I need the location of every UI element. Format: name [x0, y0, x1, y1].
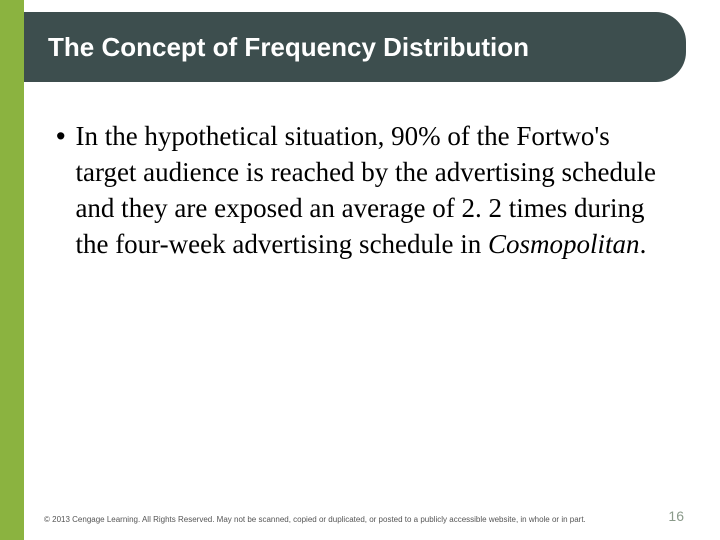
copyright-text: © 2013 Cengage Learning. All Rights Rese…: [44, 515, 586, 524]
title-bar: The Concept of Frequency Distribution: [24, 12, 686, 82]
bullet-text: In the hypothetical situation, 90% of th…: [75, 118, 666, 262]
slide-body: • In the hypothetical situation, 90% of …: [56, 118, 666, 262]
body-text-end: .: [640, 229, 647, 259]
bullet-marker: •: [56, 118, 65, 154]
slide-title: The Concept of Frequency Distribution: [48, 32, 529, 63]
bullet-item: • In the hypothetical situation, 90% of …: [56, 118, 666, 262]
slide-footer: © 2013 Cengage Learning. All Rights Rese…: [44, 508, 684, 524]
accent-stripe: [0, 0, 24, 540]
body-text-italic: Cosmopolitan: [488, 229, 640, 259]
page-number: 16: [668, 508, 684, 524]
